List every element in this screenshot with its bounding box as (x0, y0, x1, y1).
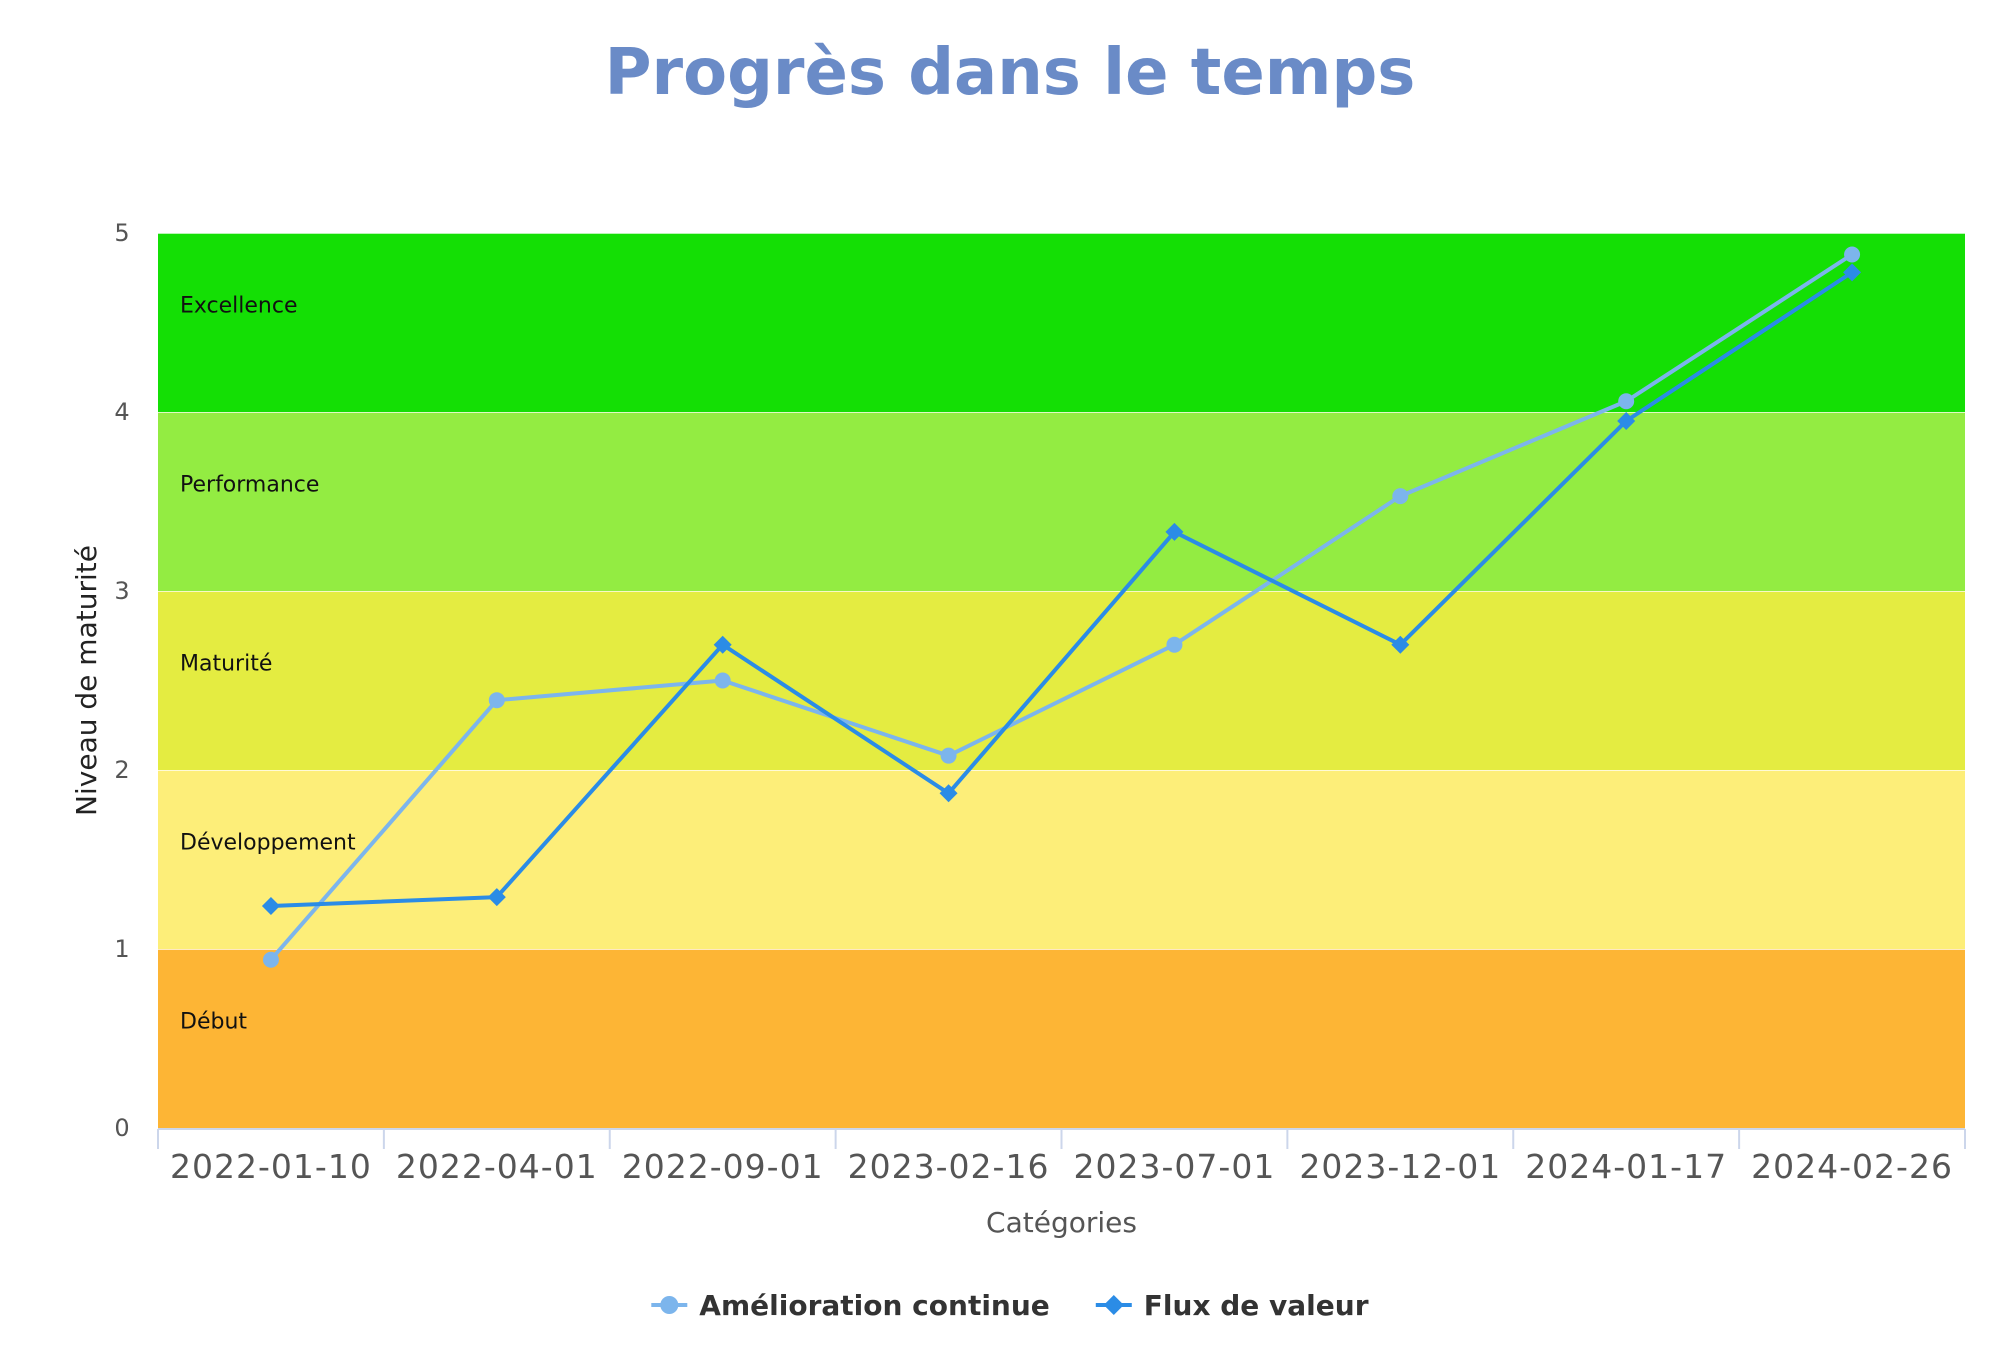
data-point (487, 888, 506, 907)
band-label: Maturité (180, 652, 272, 677)
plot-band-2 (158, 591, 1965, 770)
legend-label: Amélioration continue (699, 1289, 1049, 1322)
plot-band-4 (158, 233, 1965, 412)
x-axis-title: Catégories (986, 1206, 1137, 1239)
plot-band-3 (158, 412, 1965, 591)
band-label: Développement (180, 831, 356, 856)
data-point (940, 747, 957, 764)
data-point (1617, 411, 1636, 430)
band-label: Excellence (180, 294, 298, 319)
x-tick-label: 2022-09-01 (622, 1147, 824, 1186)
plot-band-1 (158, 770, 1965, 949)
data-point (262, 951, 279, 968)
data-point (1165, 522, 1184, 541)
data-point (488, 692, 505, 709)
data-point (1843, 263, 1862, 282)
series-line (268, 270, 1855, 909)
y-tick-label: 1 (114, 935, 129, 963)
legend-symbol (1103, 1295, 1124, 1315)
y-tick-label: 5 (114, 219, 129, 247)
x-tick-label: 2024-01-17 (1525, 1147, 1727, 1186)
chart-title: Progrès dans le temps (605, 36, 1416, 110)
series-line (268, 252, 1855, 962)
series-0 (262, 246, 1861, 968)
legend-label: Flux de valeur (1144, 1289, 1369, 1322)
x-tick-label: 2022-01-10 (170, 1147, 372, 1186)
data-point (714, 672, 731, 689)
plot-area: Début Développement Maturité Performance Exc… (114, 219, 1966, 1186)
legend-symbol (660, 1296, 679, 1314)
data-point (1844, 246, 1861, 263)
band-label: Début (180, 1010, 247, 1035)
data-point (261, 897, 280, 916)
legend: Amélioration continue Flux de valeur (651, 1289, 1369, 1322)
plot-band-0 (158, 949, 1965, 1128)
x-tick-label: 2024-02-26 (1751, 1147, 1953, 1186)
x-tick-label: 2023-02-16 (848, 1147, 1050, 1186)
band-label: Performance (180, 473, 319, 498)
y-tick-label: 2 (114, 756, 129, 784)
data-point (939, 784, 958, 803)
y-tick-label: 3 (114, 577, 129, 605)
x-tick-label: 2022-04-01 (396, 1147, 598, 1186)
data-point (1618, 393, 1635, 410)
data-point (1166, 636, 1183, 653)
x-tick-label: 2023-12-01 (1299, 1147, 1501, 1186)
x-tick-label: 2023-07-01 (1074, 1147, 1276, 1186)
y-axis-title: Niveau de maturité (70, 545, 103, 816)
legend-item-1: Flux de valeur (1095, 1289, 1369, 1322)
data-point (1392, 488, 1409, 505)
legend-item-0: Amélioration continue (651, 1289, 1050, 1322)
y-tick-label: 0 (114, 1114, 129, 1142)
y-tick-label: 4 (114, 398, 129, 426)
data-point (713, 635, 732, 654)
series-1 (261, 263, 1862, 916)
data-point (1391, 635, 1410, 654)
